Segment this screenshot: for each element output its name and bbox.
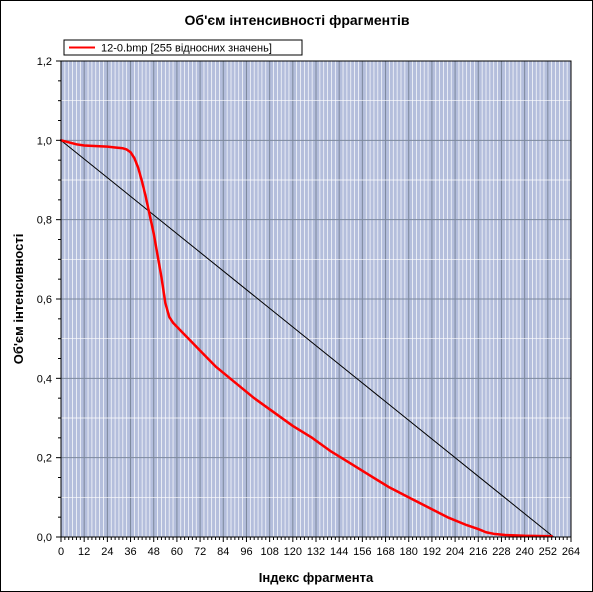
axis-ticks: [56, 60, 572, 542]
chart-title: Об'єм інтенсивності фрагментів: [185, 12, 410, 28]
y-tick-label: 1,2: [37, 56, 52, 68]
x-tick-label: 84: [217, 546, 229, 558]
y-tick-label: 0,8: [37, 215, 52, 227]
x-tick-label: 240: [515, 546, 533, 558]
x-tick-label: 156: [353, 546, 371, 558]
y-axis-label: Об'єм інтенсивності: [11, 234, 26, 365]
x-tick-label: 216: [469, 546, 487, 558]
grid-lines: [61, 61, 571, 537]
x-tick-label: 204: [446, 546, 464, 558]
x-tick-label: 144: [330, 546, 348, 558]
x-tick-label: 228: [492, 546, 510, 558]
x-tick-label: 168: [376, 546, 394, 558]
x-axis-tick-labels: 0 12 24 36 48 60 72 84 96 108 120 132 144 156 168 180 19…: [58, 546, 580, 558]
legend-entry-label: 12-0.bmp [255 відносних значень]: [101, 43, 272, 55]
series-layer: [59, 139, 555, 538]
x-tick-label: 108: [260, 546, 278, 558]
x-tick-label: 96: [240, 546, 252, 558]
x-axis-label: Індекс фрагмента: [259, 570, 374, 585]
legend-box: [63, 39, 303, 56]
series-line-12-0-bmp: [59, 139, 553, 538]
x-tick-label: 120: [284, 546, 302, 558]
y-tick-label: 1,0: [37, 135, 52, 147]
x-tick-label: 132: [307, 546, 325, 558]
x-tick-label: 36: [124, 546, 136, 558]
y-tick-label: 0,0: [37, 532, 52, 544]
x-tick-label: 192: [423, 546, 441, 558]
y-axis-tick-labels: 0,0 0,2 0,4 0,6 0,8 1,0 1,2: [37, 56, 52, 544]
x-tick-label: 264: [562, 546, 580, 558]
x-tick-label: 72: [194, 546, 206, 558]
x-tick-label: 252: [539, 546, 557, 558]
series-line-reference-diagonal: [60, 139, 555, 538]
x-tick-label: 48: [148, 546, 160, 558]
legend: 12-0.bmp [255 відносних значень]: [63, 39, 303, 56]
x-tick-label: 60: [171, 546, 183, 558]
y-tick-label: 0,4: [37, 373, 52, 385]
x-tick-label: 12: [78, 546, 90, 558]
x-tick-label: 180: [400, 546, 418, 558]
y-tick-label: 0,6: [37, 294, 52, 306]
x-tick-label: 0: [58, 546, 64, 558]
x-tick-label: 24: [101, 546, 113, 558]
y-tick-label: 0,2: [37, 453, 52, 465]
